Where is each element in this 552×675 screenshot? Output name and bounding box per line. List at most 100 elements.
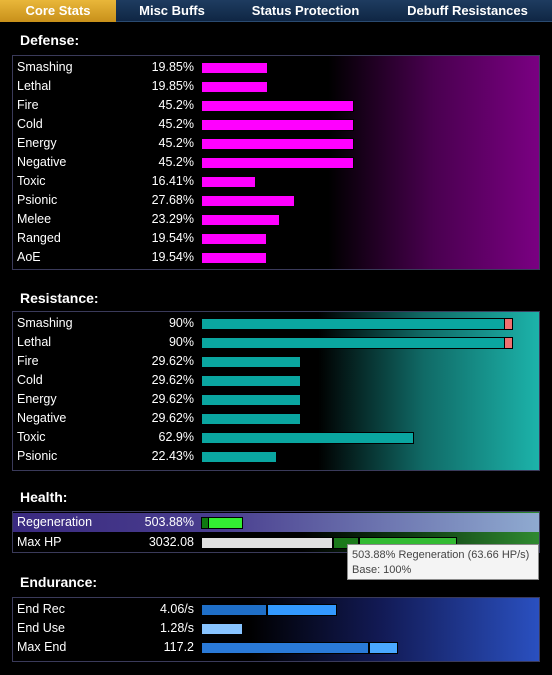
resistance-energy-label: Energy <box>17 392 57 406</box>
resistance-negative-value: 29.62% <box>151 411 194 425</box>
resistance-heading: Resistance: <box>20 290 99 306</box>
defense-aoe-row[interactable]: AoE 19.54% <box>13 248 539 267</box>
resistance-psionic-row[interactable]: Psionic 22.43% <box>13 447 539 466</box>
defense-smashing-label: Smashing <box>17 60 73 74</box>
endurance-end-use-row[interactable]: End Use 1.28/s <box>13 619 539 638</box>
endurance-max-end-label: Max End <box>17 640 67 654</box>
tooltip-line-2: Base: 100% <box>352 564 412 576</box>
defense-melee-value: 23.29% <box>151 212 194 226</box>
defense-negative-value: 45.2% <box>158 155 194 169</box>
endurance-max-end-row[interactable]: Max End 117.2 <box>13 638 539 657</box>
resistance-energy-value: 29.62% <box>151 392 194 406</box>
resistance-negative-bar <box>201 413 301 425</box>
health-regeneration-row[interactable]: Regeneration 503.88% <box>13 513 539 532</box>
defense-melee-row[interactable]: Melee 23.29% <box>13 210 539 229</box>
max-end-bar <box>369 642 398 654</box>
defense-negative-row[interactable]: Negative 45.2% <box>13 153 539 172</box>
resistance-cold-label: Cold <box>17 373 43 387</box>
resistance-energy-row[interactable]: Energy 29.62% <box>13 390 539 409</box>
endurance-heading: Endurance: <box>20 574 98 590</box>
defense-negative-bar <box>201 157 354 169</box>
resistance-fire-row[interactable]: Fire 29.62% <box>13 352 539 371</box>
health-regeneration-label: Regeneration <box>17 515 93 529</box>
resistance-energy-bar <box>201 394 301 406</box>
defense-heading: Defense: <box>20 32 80 48</box>
health-max-hp-label: Max HP <box>17 535 62 549</box>
defense-energy-bar <box>201 138 354 150</box>
defense-ranged-row[interactable]: Ranged 19.54% <box>13 229 539 248</box>
defense-psionic-row[interactable]: Psionic 27.68% <box>13 191 539 210</box>
tab-debuff-resistances[interactable]: Debuff Resistances <box>407 3 528 18</box>
defense-toxic-label: Toxic <box>17 174 46 188</box>
defense-smashing-row[interactable]: Smashing 19.85% <box>13 58 539 77</box>
defense-cold-label: Cold <box>17 117 43 131</box>
tab-status-protection[interactable]: Status Protection <box>251 3 360 18</box>
defense-energy-value: 45.2% <box>158 136 194 150</box>
defense-ranged-bar <box>201 233 267 245</box>
resistance-smashing-row[interactable]: Smashing 90% <box>13 314 539 333</box>
resistance-panel: Smashing 90% Lethal 90% Fire 29.62% Cold 29.62%… <box>12 311 540 471</box>
defense-cold-value: 45.2% <box>158 117 194 131</box>
defense-cold-row[interactable]: Cold 45.2% <box>13 115 539 134</box>
defense-aoe-label: AoE <box>17 250 41 264</box>
resistance-fire-bar <box>201 356 301 368</box>
max-end-base-bar <box>201 642 369 654</box>
end-rec-bar <box>267 604 337 616</box>
defense-psionic-bar <box>201 195 295 207</box>
health-heading: Health: <box>20 489 68 505</box>
resistance-toxic-label: Toxic <box>17 430 46 444</box>
defense-fire-value: 45.2% <box>158 98 194 112</box>
health-regeneration-value: 503.88% <box>144 515 194 529</box>
endurance-max-end-value: 117.2 <box>163 640 194 654</box>
resistance-lethal-row[interactable]: Lethal 90% <box>13 333 539 352</box>
resistance-psionic-value: 22.43% <box>151 449 194 463</box>
defense-energy-row[interactable]: Energy 45.2% <box>13 134 539 153</box>
regeneration-tooltip: 503.88% Regeneration (63.66 HP/s) Base: … <box>347 544 539 580</box>
defense-lethal-bar <box>201 81 268 93</box>
endurance-panel: End Rec 4.06/s End Use 1.28/s Max End 117.2 <box>12 597 540 662</box>
max-hp-bar <box>201 537 333 549</box>
defense-lethal-value: 19.85% <box>151 79 194 93</box>
tab-bar: Core Stats Misc Buffs Status Protection … <box>0 0 552 22</box>
endurance-end-rec-row[interactable]: End Rec 4.06/s <box>13 600 539 619</box>
defense-smashing-value: 19.85% <box>151 60 194 74</box>
resistance-toxic-bar <box>201 432 414 444</box>
resistance-smashing-cap-marker <box>504 318 513 330</box>
tooltip-line-1: 503.88% Regeneration (63.66 HP/s) <box>352 549 530 561</box>
resistance-lethal-label: Lethal <box>17 335 52 349</box>
defense-toxic-bar <box>201 176 256 188</box>
resistance-cold-bar <box>201 375 301 387</box>
resistance-smashing-value: 90% <box>168 316 194 330</box>
endurance-end-use-value: 1.28/s <box>159 621 194 635</box>
defense-cold-bar <box>201 119 354 131</box>
defense-toxic-row[interactable]: Toxic 16.41% <box>13 172 539 191</box>
resistance-negative-row[interactable]: Negative 29.62% <box>13 409 539 428</box>
resistance-toxic-row[interactable]: Toxic 62.9% <box>13 428 539 447</box>
defense-toxic-value: 16.41% <box>151 174 194 188</box>
tab-core-stats[interactable]: Core Stats <box>0 0 116 22</box>
resistance-psionic-bar <box>201 451 277 463</box>
resistance-toxic-value: 62.9% <box>158 430 194 444</box>
defense-ranged-label: Ranged <box>17 231 61 245</box>
end-use-bar <box>201 623 243 635</box>
defense-smashing-bar <box>201 62 268 74</box>
defense-aoe-value: 19.54% <box>151 250 194 264</box>
defense-lethal-row[interactable]: Lethal 19.85% <box>13 77 539 96</box>
defense-lethal-label: Lethal <box>17 79 52 93</box>
defense-melee-label: Melee <box>17 212 52 226</box>
end-rec-base-bar <box>201 604 267 616</box>
resistance-psionic-label: Psionic <box>17 449 58 463</box>
resistance-negative-label: Negative <box>17 411 67 425</box>
regeneration-bar <box>208 517 243 529</box>
resistance-lethal-value: 90% <box>168 335 194 349</box>
defense-psionic-value: 27.68% <box>151 193 194 207</box>
defense-energy-label: Energy <box>17 136 57 150</box>
defense-fire-row[interactable]: Fire 45.2% <box>13 96 539 115</box>
resistance-cold-row[interactable]: Cold 29.62% <box>13 371 539 390</box>
defense-fire-bar <box>201 100 354 112</box>
resistance-smashing-bar <box>201 318 505 330</box>
defense-fire-label: Fire <box>17 98 39 112</box>
tab-misc-buffs[interactable]: Misc Buffs <box>139 3 205 18</box>
resistance-cold-value: 29.62% <box>151 373 194 387</box>
defense-panel: Smashing 19.85% Lethal 19.85% Fire 45.2% Cold 4… <box>12 55 540 270</box>
